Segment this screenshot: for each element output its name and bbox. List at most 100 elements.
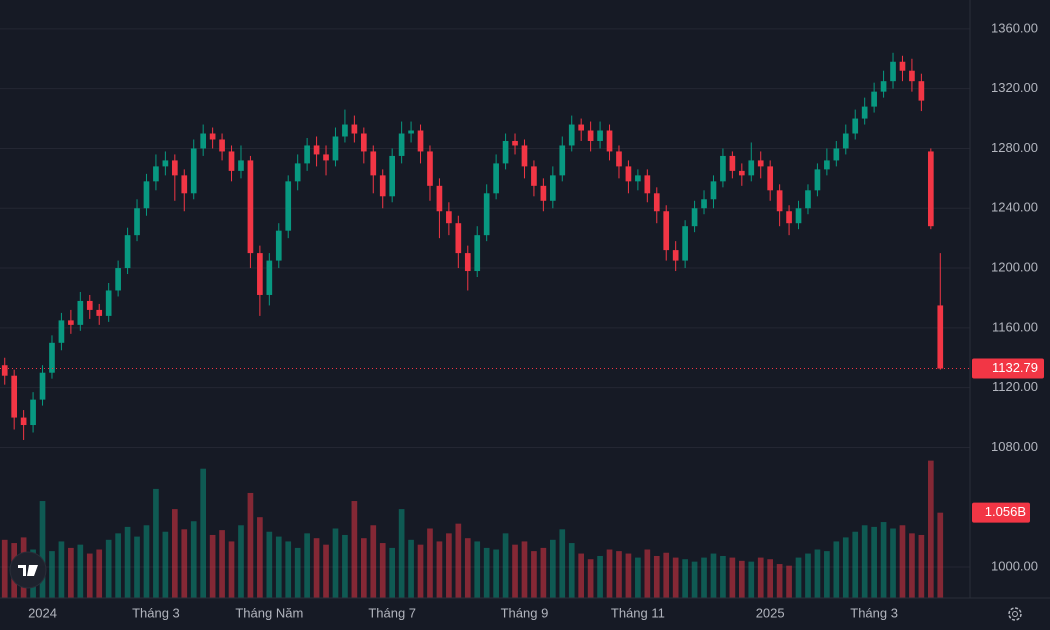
volume-bar [616, 551, 622, 598]
volume-bar [1, 539, 8, 598]
candle-body [880, 81, 887, 92]
volume-bar [134, 536, 140, 598]
volume-bar [786, 565, 792, 598]
candle-body [748, 160, 755, 176]
volume-bar [814, 549, 821, 598]
candle-body [918, 81, 925, 101]
settings-icon[interactable] [1008, 607, 1022, 621]
volume-bar [190, 521, 197, 598]
y-tick-label: 1160.00 [992, 319, 1038, 334]
volume-bar [871, 526, 877, 598]
volume-bar [313, 538, 320, 598]
candle-body [398, 133, 405, 156]
volume-bar [653, 555, 660, 598]
candle-body [937, 305, 944, 369]
candle-body [786, 211, 792, 224]
candle-body [332, 136, 339, 161]
x-tick-label: Tháng 11 [611, 605, 665, 620]
candle-body [39, 372, 46, 400]
candle-body [871, 91, 877, 107]
candle-body [20, 417, 27, 426]
candle-body [814, 169, 821, 191]
candle-body [285, 181, 292, 231]
x-tick-label: Tháng 3 [132, 605, 180, 620]
volume-bar [937, 512, 944, 598]
settings-gear[interactable] [1008, 607, 1022, 621]
candle-body [738, 170, 745, 176]
candle-body [890, 61, 896, 82]
last-price-box [972, 358, 1044, 379]
candle-body [105, 290, 112, 316]
candle-body [663, 211, 670, 251]
candle-body [909, 70, 915, 82]
candle-body [181, 175, 188, 194]
volume-bar [909, 533, 915, 598]
volume-bar [39, 501, 46, 598]
volume-bar [124, 526, 131, 598]
candle-body [124, 235, 131, 269]
volume-bar [644, 549, 651, 598]
volume-bar [635, 557, 641, 598]
volume-bar [86, 553, 93, 598]
y-tick-label: 1360.00 [991, 20, 1038, 35]
volume-bar [49, 551, 55, 598]
volume-bar [899, 525, 906, 598]
candle-body [578, 124, 585, 131]
candle-body [757, 160, 764, 167]
volume-bar [304, 533, 310, 598]
volume-bar [672, 557, 679, 598]
volume-bar [323, 544, 329, 598]
candle-body [370, 151, 377, 176]
volume-bar [360, 538, 367, 598]
volume-bar [861, 525, 868, 598]
volume-bar [918, 534, 925, 598]
volume-bar [568, 543, 575, 598]
x-tick-label: Tháng 3 [850, 605, 898, 620]
volume-bar [474, 541, 481, 598]
volume-bar [219, 530, 225, 598]
logo [9, 551, 47, 589]
volume-bar [115, 533, 121, 598]
volume-bar [238, 525, 244, 598]
volume-bar [58, 541, 65, 598]
y-tick-label: 1280.00 [991, 140, 1038, 155]
candle-body [427, 151, 433, 186]
volume-bar [502, 533, 509, 598]
candle-body [833, 148, 840, 161]
y-tick-label: 1120.00 [992, 379, 1038, 394]
volume-bar [398, 509, 405, 598]
candle-body [842, 133, 849, 149]
candle-body [143, 181, 150, 209]
volume-bar [105, 539, 112, 598]
candle-body [701, 199, 707, 209]
candle-body [625, 166, 632, 182]
x-tick-label: Tháng 7 [368, 605, 416, 620]
volume-bar [96, 549, 103, 598]
candle-body [824, 160, 830, 170]
volume-bar [663, 552, 670, 598]
candle-body [852, 118, 859, 134]
y-tick-label: 1320.00 [991, 80, 1038, 95]
volume-bar [162, 531, 169, 598]
candle-body [153, 166, 159, 182]
candle-body [96, 309, 103, 316]
candle-body [294, 163, 301, 182]
candle-body [200, 133, 207, 149]
candle-body [171, 160, 178, 176]
candle-body [568, 124, 575, 146]
candle-body [493, 163, 499, 194]
candle-body [597, 130, 603, 141]
candle-body [927, 151, 934, 227]
candle-body [455, 223, 462, 254]
candle-body [616, 151, 622, 167]
candle-body [549, 175, 556, 201]
candle-body [767, 166, 774, 191]
x-tick-label: 2024 [28, 605, 57, 620]
candle-body [531, 166, 537, 186]
settings-hub[interactable] [1012, 611, 1018, 617]
volume-bar [143, 525, 150, 598]
candle-body [266, 260, 273, 295]
candle-body [313, 145, 320, 155]
candle-body [720, 155, 726, 182]
